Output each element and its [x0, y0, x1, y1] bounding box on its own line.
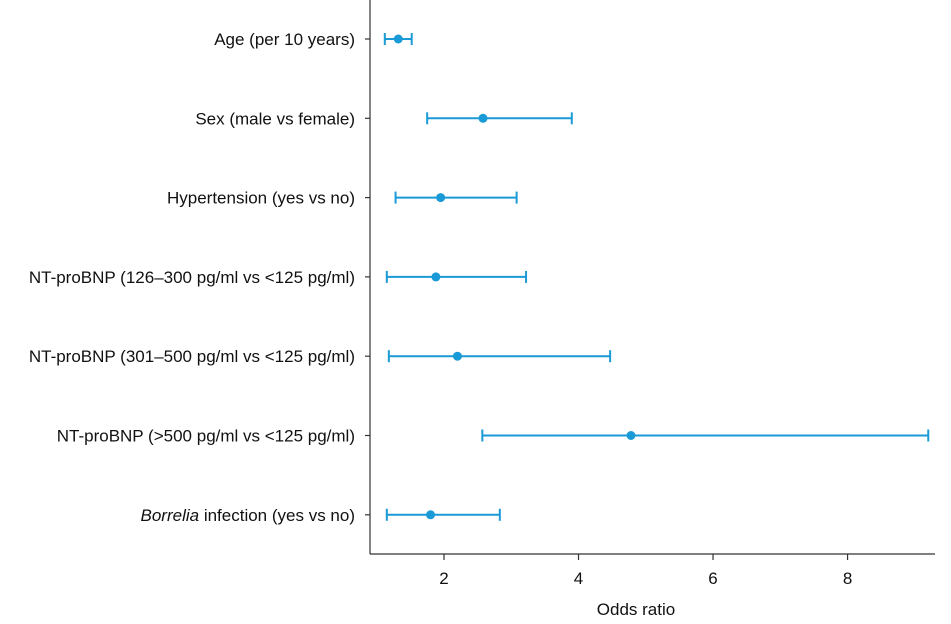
category-label-text: infection (yes vs no): [199, 506, 355, 525]
category-label: Age (per 10 years): [214, 30, 355, 49]
category-label-text: NT-proBNP (301–500 pg/ml vs <125 pg/ml): [29, 347, 355, 366]
category-label: NT-proBNP (301–500 pg/ml vs <125 pg/ml): [29, 347, 355, 366]
odds-ratio-point: [626, 431, 636, 440]
x-axis-title: Odds ratio: [597, 600, 675, 619]
category-label: Sex (male vs female): [195, 109, 355, 128]
x-tick-label: 2: [439, 569, 448, 588]
odds-ratio-point: [431, 272, 441, 282]
category-label-text: Sex (male vs female): [195, 109, 355, 128]
category-label-text: NT-proBNP (>500 pg/ml vs <125 pg/ml): [57, 427, 355, 446]
x-axis: 2 4 6 8: [365, 0, 935, 588]
category-label: Borrelia infection (yes vs no): [141, 506, 356, 525]
odds-ratio-point: [478, 113, 488, 123]
category-label-text: Hypertension (yes vs no): [167, 189, 355, 208]
odds-ratio-point: [436, 193, 446, 203]
category-label: Hypertension (yes vs no): [167, 189, 355, 208]
category-label-italic: Borrelia: [141, 506, 200, 525]
category-label-text: NT-proBNP (126–300 pg/ml vs <125 pg/ml): [29, 268, 355, 287]
category-label-text: Age (per 10 years): [214, 30, 355, 49]
category-label: NT-proBNP (126–300 pg/ml vs <125 pg/ml): [29, 268, 355, 287]
category-labels: Age (per 10 years) Sex (male vs female) Hy…: [29, 30, 355, 525]
x-tick-label: 8: [843, 569, 852, 588]
odds-ratio-point: [426, 510, 436, 520]
odds-ratio-point: [452, 351, 462, 361]
x-tick-label: 4: [574, 569, 583, 588]
category-label: NT-proBNP (>500 pg/ml vs <125 pg/ml): [57, 427, 355, 446]
odds-ratio-point: [393, 34, 403, 44]
x-tick-label: 6: [708, 569, 717, 588]
error-bars: [383, 33, 930, 521]
